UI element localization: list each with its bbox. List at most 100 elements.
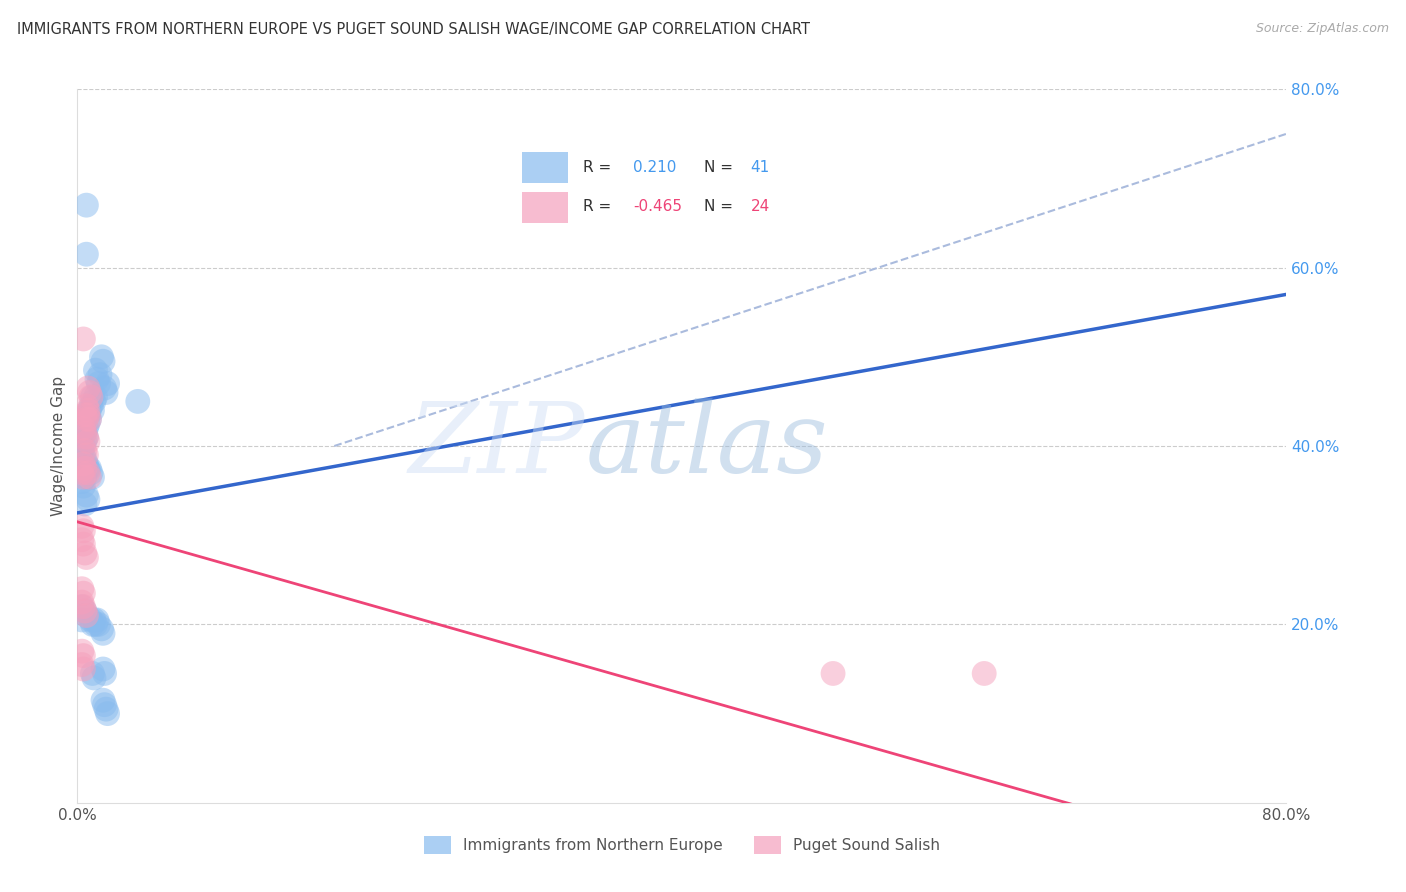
- Point: [79, 403, 101, 417]
- Point: [77, 408, 100, 422]
- Point: [75, 430, 97, 444]
- Point: [70, 519, 93, 533]
- Point: [72, 457, 94, 471]
- Point: [70, 475, 93, 489]
- Point: [72, 586, 94, 600]
- Point: [72, 599, 94, 614]
- Point: [77, 381, 100, 395]
- Point: [72, 470, 94, 484]
- Point: [75, 608, 97, 623]
- Point: [94, 702, 117, 716]
- Bar: [522, 192, 568, 223]
- Point: [82, 403, 104, 417]
- Point: [73, 461, 96, 475]
- Point: [83, 671, 105, 685]
- Point: [77, 434, 100, 449]
- Point: [72, 466, 94, 480]
- Text: 0.210: 0.210: [633, 161, 676, 175]
- Point: [70, 595, 93, 609]
- Text: Source: ZipAtlas.com: Source: ZipAtlas.com: [1256, 22, 1389, 36]
- Point: [73, 470, 96, 484]
- Point: [84, 617, 107, 632]
- Point: [70, 466, 93, 480]
- Point: [973, 666, 995, 681]
- Point: [72, 479, 94, 493]
- Point: [96, 376, 118, 391]
- Point: [82, 470, 104, 484]
- Point: [70, 657, 93, 672]
- Point: [79, 461, 101, 475]
- Y-axis label: Wage/Income Gap: Wage/Income Gap: [51, 376, 66, 516]
- Point: [70, 443, 93, 458]
- Point: [70, 599, 93, 614]
- Text: IMMIGRANTS FROM NORTHERN EUROPE VS PUGET SOUND SALISH WAGE/INCOME GAP CORRELATIO: IMMIGRANTS FROM NORTHERN EUROPE VS PUGET…: [17, 22, 810, 37]
- Point: [77, 466, 100, 480]
- Point: [73, 408, 96, 422]
- Point: [73, 497, 96, 511]
- Point: [75, 448, 97, 462]
- Point: [80, 466, 103, 480]
- Point: [73, 434, 96, 449]
- Point: [72, 439, 94, 453]
- Point: [84, 390, 107, 404]
- Text: -0.465: -0.465: [633, 200, 682, 214]
- Point: [82, 390, 104, 404]
- Point: [90, 622, 112, 636]
- Point: [91, 626, 114, 640]
- Point: [86, 372, 108, 386]
- Point: [93, 698, 115, 712]
- Point: [77, 417, 100, 431]
- Point: [75, 430, 97, 444]
- Point: [73, 425, 96, 440]
- Point: [94, 385, 117, 400]
- Point: [79, 385, 101, 400]
- Point: [75, 412, 97, 426]
- Point: [77, 461, 100, 475]
- Point: [75, 608, 97, 623]
- Text: ZIP: ZIP: [409, 399, 585, 493]
- Point: [75, 457, 97, 471]
- Point: [82, 617, 104, 632]
- Point: [72, 524, 94, 538]
- Point: [77, 403, 100, 417]
- Point: [93, 666, 115, 681]
- Point: [91, 662, 114, 676]
- Point: [70, 644, 93, 658]
- Point: [77, 492, 100, 507]
- Point: [80, 613, 103, 627]
- Point: [75, 198, 97, 212]
- Bar: [522, 152, 568, 183]
- Point: [91, 693, 114, 707]
- Point: [89, 368, 111, 382]
- Point: [73, 443, 96, 458]
- Point: [73, 425, 96, 440]
- Point: [73, 546, 96, 560]
- Point: [73, 604, 96, 618]
- Point: [70, 533, 93, 547]
- Point: [83, 613, 105, 627]
- Point: [73, 452, 96, 467]
- Point: [79, 412, 101, 426]
- Point: [72, 537, 94, 551]
- Text: R =: R =: [583, 200, 617, 214]
- Point: [80, 399, 103, 413]
- Point: [79, 470, 101, 484]
- Point: [86, 613, 108, 627]
- Point: [70, 613, 93, 627]
- Text: N =: N =: [704, 161, 738, 175]
- Point: [75, 488, 97, 502]
- Text: N =: N =: [704, 200, 738, 214]
- Point: [75, 421, 97, 435]
- Point: [75, 550, 97, 565]
- Point: [75, 399, 97, 413]
- Point: [82, 666, 104, 681]
- Point: [96, 706, 118, 721]
- Point: [87, 376, 110, 391]
- Legend: Immigrants from Northern Europe, Puget Sound Salish: Immigrants from Northern Europe, Puget S…: [412, 823, 952, 866]
- Text: 41: 41: [751, 161, 769, 175]
- Point: [87, 617, 110, 632]
- Point: [72, 421, 94, 435]
- Point: [84, 363, 107, 377]
- Point: [72, 332, 94, 346]
- Text: 24: 24: [751, 200, 769, 214]
